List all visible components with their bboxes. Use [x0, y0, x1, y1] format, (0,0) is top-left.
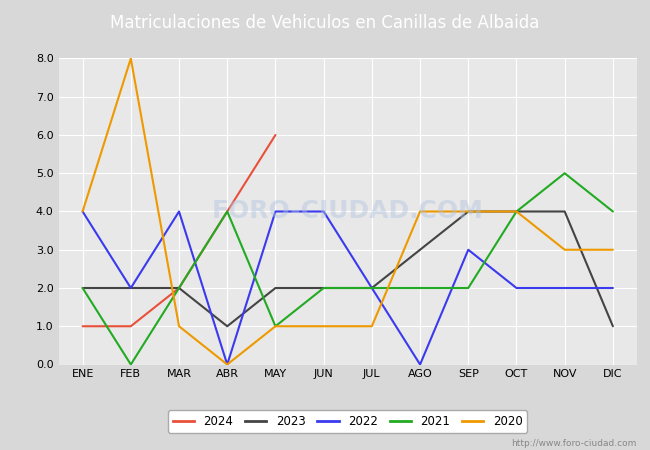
Line: 2022: 2022 [83, 212, 613, 364]
Line: 2020: 2020 [83, 58, 613, 364]
Text: FORO-CIUDAD.COM: FORO-CIUDAD.COM [212, 199, 484, 224]
2022 [513, 285, 521, 291]
2020 [561, 247, 569, 252]
2021 [320, 285, 328, 291]
2022 [416, 362, 424, 367]
2020 [224, 362, 231, 367]
2021 [175, 285, 183, 291]
2023 [320, 285, 328, 291]
2023 [79, 285, 86, 291]
2020 [175, 324, 183, 329]
2023 [513, 209, 521, 214]
2022 [175, 209, 183, 214]
2022 [79, 209, 86, 214]
2021 [513, 209, 521, 214]
2024 [127, 324, 135, 329]
2021 [127, 362, 135, 367]
2023 [561, 209, 569, 214]
2021 [224, 209, 231, 214]
2024 [79, 324, 86, 329]
Line: 2024: 2024 [83, 135, 276, 326]
2023 [368, 285, 376, 291]
Legend: 2024, 2023, 2022, 2021, 2020: 2024, 2023, 2022, 2021, 2020 [168, 410, 527, 432]
Text: Matriculaciones de Vehiculos en Canillas de Albaida: Matriculaciones de Vehiculos en Canillas… [111, 14, 540, 32]
Text: http://www.foro-ciudad.com: http://www.foro-ciudad.com [512, 439, 637, 448]
2020 [127, 56, 135, 61]
2020 [464, 209, 472, 214]
2021 [272, 324, 280, 329]
2023 [464, 209, 472, 214]
2023 [224, 324, 231, 329]
2020 [609, 247, 617, 252]
Line: 2021: 2021 [83, 173, 613, 364]
2022 [561, 285, 569, 291]
2021 [416, 285, 424, 291]
2022 [272, 209, 280, 214]
2023 [127, 285, 135, 291]
2020 [368, 324, 376, 329]
2020 [272, 324, 280, 329]
2020 [513, 209, 521, 214]
2020 [79, 209, 86, 214]
2024 [272, 132, 280, 138]
2023 [272, 285, 280, 291]
2021 [464, 285, 472, 291]
2022 [127, 285, 135, 291]
2021 [79, 285, 86, 291]
2022 [609, 285, 617, 291]
2020 [320, 324, 328, 329]
2021 [368, 285, 376, 291]
2023 [609, 324, 617, 329]
2024 [175, 285, 183, 291]
2022 [224, 362, 231, 367]
Line: 2023: 2023 [83, 212, 613, 326]
2022 [368, 285, 376, 291]
2021 [561, 171, 569, 176]
2022 [320, 209, 328, 214]
2024 [224, 209, 231, 214]
2020 [416, 209, 424, 214]
2023 [175, 285, 183, 291]
2022 [464, 247, 472, 252]
2023 [416, 247, 424, 252]
2021 [609, 209, 617, 214]
